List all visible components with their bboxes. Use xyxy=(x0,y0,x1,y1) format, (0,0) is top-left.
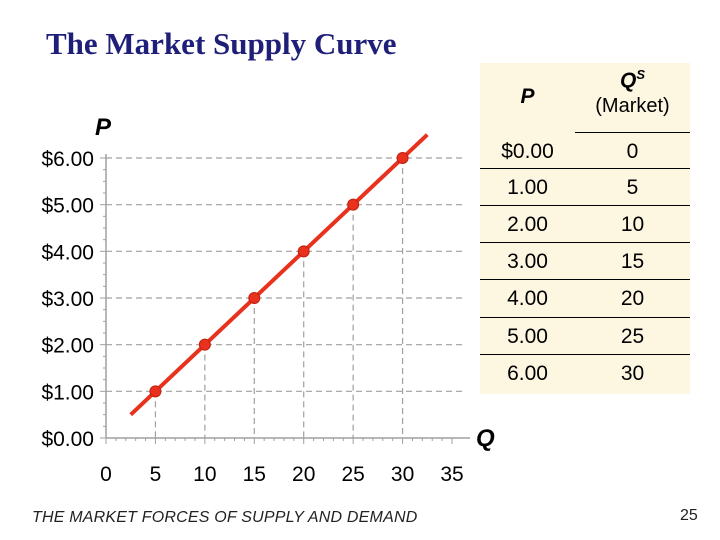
table-cell-quantity: 30 xyxy=(620,362,645,385)
y-tick-label: $5.00 xyxy=(41,195,94,218)
x-tick-label: 0 xyxy=(100,463,112,486)
table-cell-quantity: 20 xyxy=(620,287,645,310)
table-cell-price: 4.00 xyxy=(507,287,548,310)
x-tick-label: 15 xyxy=(243,463,266,486)
table-cell-quantity: 15 xyxy=(620,250,645,273)
data-point xyxy=(248,292,261,304)
supply-schedule-table: P QS (Market) $0.00 0 1.00 5 2.00 10 3.00 15 4.0… xyxy=(480,63,690,394)
label-layer: 0 5 10 15 20 25 30 35 $0.00 $1.00 $2.00 $3.00 $4.00 $… xyxy=(41,148,463,486)
table-header-q: Q xyxy=(619,69,637,92)
table-row: 4.00 20 xyxy=(480,280,690,317)
table-cell-price: 1.00 xyxy=(507,176,548,199)
table-cell-quantity: 0 xyxy=(626,140,639,163)
table-row: 3.00 15 xyxy=(480,243,690,280)
guide-layer xyxy=(154,158,404,438)
table-divider xyxy=(480,317,690,318)
y-axis-title: P xyxy=(95,114,112,141)
slide-title: The Market Supply Curve xyxy=(46,26,397,61)
table-cell-price: $0.00 xyxy=(501,140,554,163)
table-cell-quantity: 10 xyxy=(620,213,645,236)
slide-footer: THE MARKET FORCES OF SUPPLY AND DEMAND xyxy=(32,509,418,526)
y-tick-label: $4.00 xyxy=(41,241,94,264)
table-cell-price: 5.00 xyxy=(507,325,548,348)
table-header-q-sup: S xyxy=(636,67,645,82)
data-point xyxy=(149,385,162,398)
data-point xyxy=(347,198,360,211)
data-point xyxy=(297,245,310,258)
y-tick-label: $6.00 xyxy=(41,148,94,171)
table-header-price: P xyxy=(520,85,535,108)
table-cell-price: 6.00 xyxy=(507,362,548,385)
y-tick-label: $0.00 xyxy=(41,428,94,451)
table-header-market: (Market) xyxy=(595,95,670,117)
table-divider xyxy=(480,205,690,206)
table-row: $0.00 0 xyxy=(480,133,690,170)
y-tick-label: $2.00 xyxy=(41,335,94,358)
table-header-quantity: QS (Market) xyxy=(575,67,690,118)
table-cell-price: 3.00 xyxy=(507,250,548,273)
supply-curve-line xyxy=(129,133,429,417)
x-tick-label: 25 xyxy=(341,463,364,486)
table-divider xyxy=(575,132,690,133)
data-point xyxy=(396,152,409,164)
y-tick-label: $3.00 xyxy=(41,288,94,311)
x-tick-label: 10 xyxy=(193,463,216,486)
point-layer xyxy=(149,152,409,398)
line-layer xyxy=(129,133,429,417)
x-axis-title: Q xyxy=(476,425,495,452)
table-divider xyxy=(480,279,690,280)
table-divider xyxy=(480,168,690,169)
x-tick-label: 20 xyxy=(292,463,315,486)
x-tick-label: 30 xyxy=(391,463,414,486)
table-divider xyxy=(480,354,690,355)
table-cell-quantity: 5 xyxy=(626,176,639,199)
table-row: 6.00 30 xyxy=(480,355,690,392)
table-row: 1.00 5 xyxy=(480,169,690,206)
table-cell-quantity: 25 xyxy=(620,325,645,348)
axis-layer xyxy=(100,154,470,444)
grid-layer xyxy=(106,157,462,392)
x-tick-label: 5 xyxy=(150,463,162,486)
x-tick-label: 35 xyxy=(440,463,463,486)
table-divider xyxy=(480,242,690,243)
table-cell-price: 2.00 xyxy=(507,213,548,236)
y-tick-label: $1.00 xyxy=(41,381,94,404)
page-number: 25 xyxy=(680,507,698,524)
table-row: 2.00 10 xyxy=(480,206,690,243)
table-row: 5.00 25 xyxy=(480,318,690,355)
data-point xyxy=(198,338,211,351)
